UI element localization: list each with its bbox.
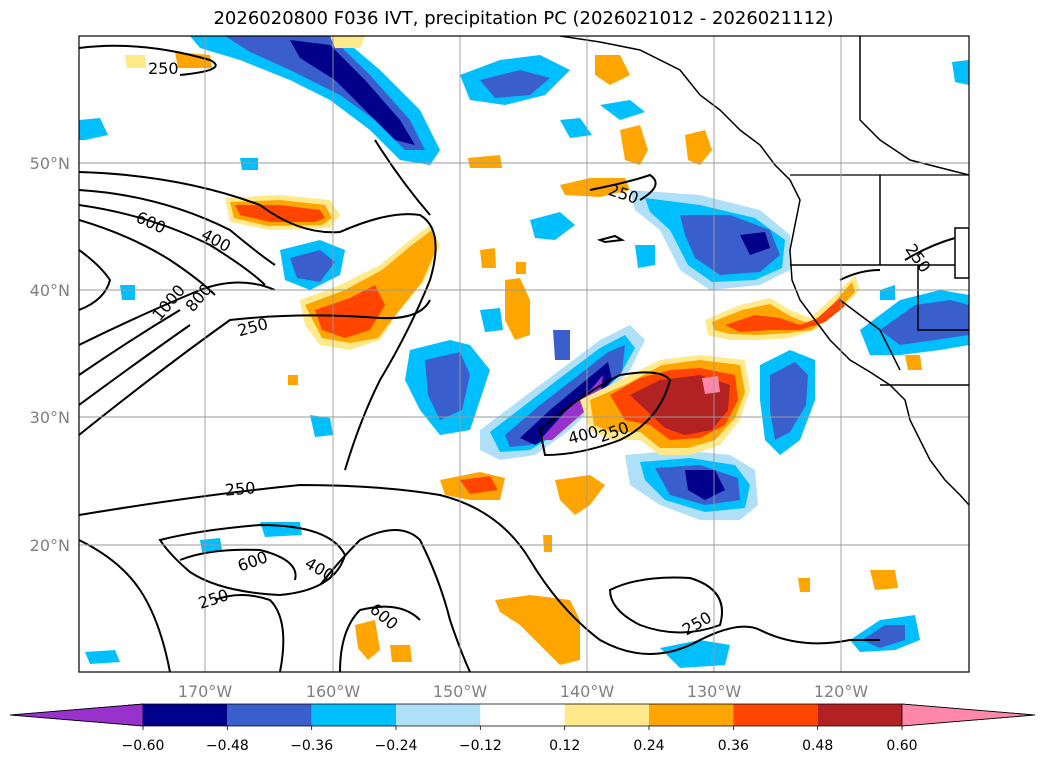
contour-label: 250 <box>148 59 179 78</box>
colorbar-tick-label: −0.36 <box>290 738 333 754</box>
colorbar: −0.60 −0.48 −0.36 −0.24 −0.12 0.12 0.24 0.36 0.4… <box>9 703 1036 754</box>
colorbar-tick-label: 0.36 <box>718 738 749 754</box>
lat-label: 40°N <box>30 281 70 300</box>
latitude-labels: 50°N 40°N 30°N 20°N <box>30 154 70 555</box>
lon-label: 170°W <box>178 682 233 701</box>
lat-label: 30°N <box>30 408 70 427</box>
colorbar-tick-label: −0.60 <box>122 738 165 754</box>
negative-pc-field <box>79 36 969 668</box>
lon-label: 130°W <box>687 682 742 701</box>
lon-label: 160°W <box>306 682 361 701</box>
lat-label: 20°N <box>30 536 70 555</box>
colorbar-segment <box>227 704 312 726</box>
colorbar-tick-label: 0.48 <box>802 738 833 754</box>
colorbar-segment <box>649 704 734 726</box>
colorbar-segment <box>396 704 481 726</box>
lon-label: 140°W <box>560 682 615 701</box>
colorbar-tick-label: 0.60 <box>886 738 917 754</box>
map-area: 250 600 400 1000 800 250 250 250 400 250… <box>79 36 969 672</box>
colorbar-segment <box>480 704 565 726</box>
colorbar-tick-label: 0.12 <box>549 738 580 754</box>
colorbar-segment <box>817 704 902 726</box>
colorbar-tick-label: −0.48 <box>206 738 249 754</box>
colorbar-tick-label: −0.24 <box>375 738 418 754</box>
colorbar-tick-label: −0.12 <box>459 738 502 754</box>
colorbar-tick-label: 0.24 <box>633 738 664 754</box>
map-title: 2026020800 F036 IVT, precipitation PC (2… <box>213 8 834 29</box>
positive-pc-field <box>125 36 922 665</box>
graticule <box>79 36 969 672</box>
coastlines <box>559 36 969 506</box>
colorbar-segment <box>311 704 396 726</box>
contour-label: 250 <box>224 478 256 500</box>
ivt-contours <box>79 44 956 672</box>
colorbar-extend-max <box>901 703 1036 727</box>
colorbar-segment <box>564 704 649 726</box>
colorbar-extend-min <box>9 703 144 727</box>
longitude-labels: 170°W 160°W 150°W 140°W 130°W 120°W <box>178 682 869 701</box>
lat-label: 50°N <box>30 154 70 173</box>
lon-label: 150°W <box>433 682 488 701</box>
map-frame <box>78 35 970 673</box>
colorbar-segment <box>143 704 228 726</box>
colorbar-segment <box>733 704 818 726</box>
lon-label: 120°W <box>814 682 869 701</box>
